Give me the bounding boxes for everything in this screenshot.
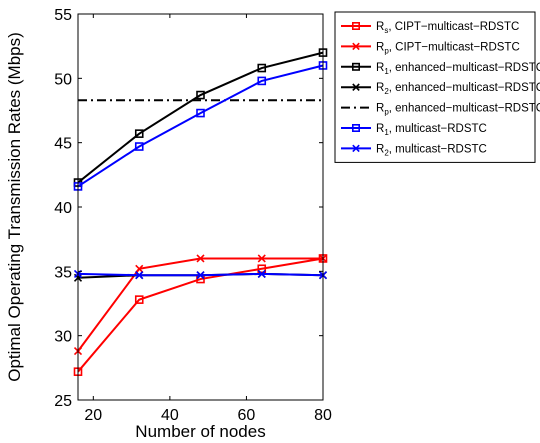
- data-point-square: [134, 142, 144, 151]
- legend-entry: Rp, CIPT−multicast−RDSTC: [341, 41, 520, 55]
- y-tick-label: 30: [54, 329, 72, 346]
- series-2: [73, 254, 328, 356]
- legend-label: Rp, CIPT−multicast−RDSTC: [376, 41, 520, 55]
- legend-label: Rp, enhanced−multicast−RDSTC: [376, 103, 540, 117]
- y-tick-label: 55: [54, 7, 72, 24]
- legend-label: R1, multicast−RDSTC: [376, 123, 487, 137]
- legend-label: R1, enhanced−multicast−RDSTC: [376, 62, 540, 76]
- data-point-x: [352, 144, 360, 153]
- data-point-x: [352, 42, 360, 51]
- y-tick-label: 50: [54, 71, 72, 88]
- axis-ticks: 20 40 60 80 25 30 35 40 45 50 55: [54, 7, 332, 424]
- legend-entry: Rs, CIPT−multicast−RDSTC: [341, 21, 519, 35]
- data-point-square: [351, 124, 360, 133]
- data-point-square: [257, 63, 267, 73]
- legend-label: Rs, CIPT−multicast−RDSTC: [376, 21, 519, 35]
- x-tick-label: 20: [84, 407, 102, 424]
- x-tick-label: 60: [238, 407, 256, 424]
- series-line: [77, 64, 324, 188]
- data-point-square: [196, 108, 205, 118]
- legend-entry: R2, multicast−RDSTC: [341, 143, 487, 157]
- legend-entry: R1, multicast−RDSTC: [341, 123, 487, 137]
- data-point-x: [352, 83, 360, 91]
- series-6: [73, 61, 328, 191]
- data-point-square: [351, 21, 360, 30]
- legend-entry: R1, enhanced−multicast−RDSTC: [341, 62, 540, 76]
- data-point-x: [135, 271, 144, 280]
- series-line: [77, 51, 324, 184]
- data-point-square: [257, 264, 267, 274]
- legend: Rs, CIPT−multicast−RDSTC Rp, CIPT−multica…: [334, 11, 540, 163]
- series-line: [77, 257, 324, 373]
- legend-entry: Rp, enhanced−multicast−RDSTC: [341, 103, 540, 117]
- y-tick-label: 45: [54, 136, 72, 153]
- series-3: [73, 48, 328, 187]
- x-tick-label: 80: [314, 407, 332, 424]
- x-tick-label: 40: [161, 407, 179, 424]
- legend-label: R2, multicast−RDSTC: [376, 143, 487, 157]
- data-point-square: [257, 76, 267, 86]
- series-7: [73, 269, 328, 280]
- data-point-x: [257, 254, 266, 263]
- data-point-x: [196, 271, 205, 280]
- legend-entry: R2, enhanced−multicast−RDSTC: [341, 82, 540, 96]
- legend-label: R2, enhanced−multicast−RDSTC: [376, 82, 540, 96]
- y-tick-label: 35: [54, 264, 72, 281]
- data-point-x: [196, 254, 205, 263]
- series-1: [73, 254, 328, 376]
- x-axis-label: Number of nodes: [135, 422, 265, 441]
- plot-marks: [73, 48, 328, 376]
- data-point-square: [134, 129, 144, 138]
- data-point-square: [351, 62, 360, 71]
- y-tick-label: 40: [54, 200, 72, 217]
- y-tick-label: 25: [54, 393, 72, 410]
- data-point-square: [134, 295, 144, 304]
- data-point-square: [196, 90, 205, 100]
- plot-area-frame: [77, 13, 324, 401]
- y-axis-label: Optimal Operating Transmission Rates (Mb…: [5, 32, 24, 382]
- data-point-x: [135, 264, 144, 273]
- series-line: [77, 257, 323, 352]
- data-point-x: [257, 269, 266, 278]
